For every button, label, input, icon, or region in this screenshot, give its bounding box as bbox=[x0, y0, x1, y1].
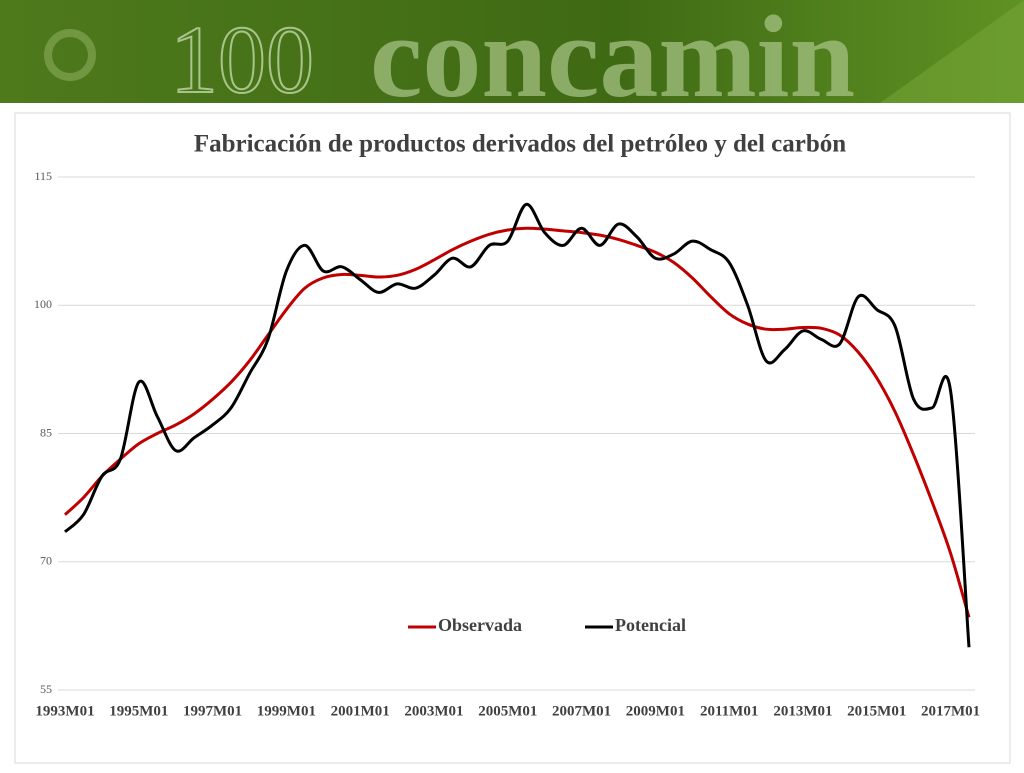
anniversary: 100 bbox=[170, 6, 314, 113]
x-tick-label: 2013M01 bbox=[773, 703, 832, 719]
series-line bbox=[63, 226, 971, 618]
y-tick-label: 55 bbox=[40, 682, 52, 696]
legend-label: Observada bbox=[438, 615, 522, 635]
y-tick-label: 85 bbox=[40, 425, 52, 439]
banner-stripe bbox=[880, 0, 1024, 103]
x-tick-label: 2003M01 bbox=[404, 703, 463, 719]
series-line bbox=[63, 202, 971, 648]
x-tick-label: 1997M01 bbox=[183, 703, 242, 719]
x-tick-label: 2011M01 bbox=[700, 703, 758, 719]
x-tick-label: 2017M01 bbox=[921, 703, 980, 719]
x-tick-label: 2005M01 bbox=[478, 703, 537, 719]
x-tick-label: 1995M01 bbox=[109, 703, 168, 719]
y-tick-label: 70 bbox=[40, 554, 52, 568]
x-tick-label: 2001M01 bbox=[331, 703, 390, 719]
x-tick-label: 2015M01 bbox=[847, 703, 906, 719]
x-tick-label: 2007M01 bbox=[552, 703, 611, 719]
x-tick-label: 2009M01 bbox=[626, 703, 685, 719]
banner bbox=[0, 0, 1024, 103]
gear-icon bbox=[44, 29, 96, 81]
chart-title: Fabricación de productos derivados del p… bbox=[194, 131, 846, 158]
x-tick-label: 1999M01 bbox=[257, 703, 316, 719]
legend-label: Potencial bbox=[615, 615, 686, 635]
y-tick-label: 115 bbox=[34, 169, 52, 183]
plot: 55 70 85 100 115 1993M01 1995M01 1997M01 1999M01… bbox=[34, 169, 980, 720]
chart-panel bbox=[14, 112, 1011, 764]
y-tick-label: 100 bbox=[34, 297, 52, 311]
x-tick-label: 1993M01 bbox=[35, 703, 94, 719]
logo: concamin bbox=[370, 0, 855, 122]
